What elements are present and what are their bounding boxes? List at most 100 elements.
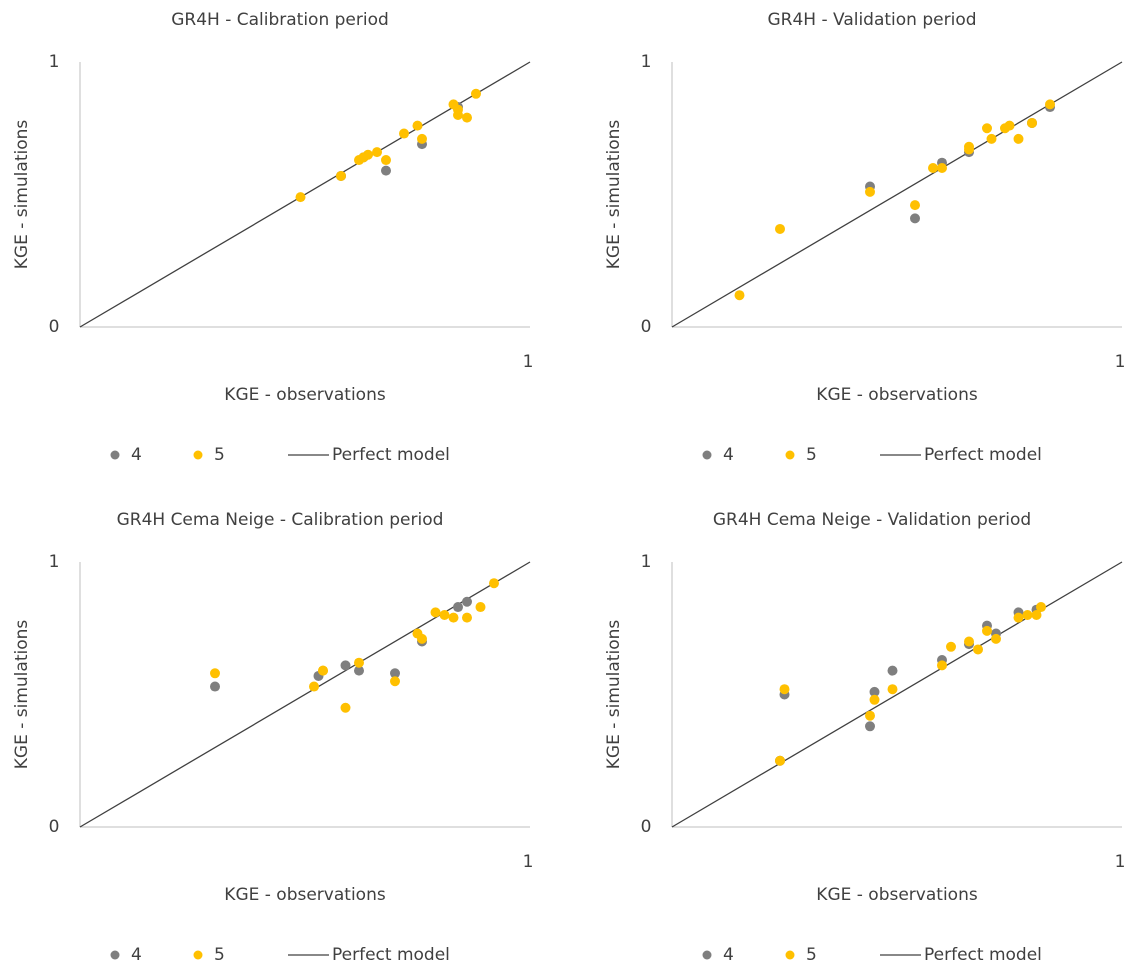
x-tick-label: 1 <box>1115 352 1126 372</box>
point <box>475 602 486 613</box>
legend-label: 5 <box>806 445 817 465</box>
point <box>210 681 220 692</box>
point <box>779 684 790 695</box>
legend-marker <box>110 950 120 960</box>
point <box>417 133 427 144</box>
point <box>390 676 400 687</box>
legend-marker <box>193 450 203 460</box>
point <box>928 163 938 173</box>
point <box>1013 133 1024 144</box>
point <box>439 610 450 620</box>
point <box>1013 612 1024 623</box>
point <box>775 755 785 766</box>
legend-label: Perfect model <box>924 445 1042 465</box>
point <box>412 120 423 131</box>
y-tick-label: 1 <box>641 552 652 572</box>
point <box>471 88 481 99</box>
point <box>986 133 997 144</box>
point <box>865 186 875 197</box>
x-tick-label: 1 <box>523 352 534 372</box>
point <box>865 721 875 732</box>
point <box>964 144 974 155</box>
point <box>937 163 947 173</box>
point <box>1036 602 1046 613</box>
legend-marker <box>702 450 712 460</box>
y-tick-label: 0 <box>641 317 652 337</box>
point <box>1045 99 1055 110</box>
chart-title: GR4H - Calibration period <box>171 10 389 30</box>
point <box>887 665 898 676</box>
point <box>489 578 499 589</box>
point <box>869 694 880 705</box>
y-tick-label: 1 <box>49 52 60 72</box>
x-axis-label: KGE - observations <box>816 385 978 405</box>
point <box>363 149 373 160</box>
point <box>887 684 898 695</box>
y-axis-label: KGE - simulations <box>12 620 32 770</box>
point <box>453 110 463 120</box>
x-axis-label: KGE - observations <box>816 885 978 905</box>
point <box>910 200 920 211</box>
y-axis-label: KGE - simulations <box>12 120 32 270</box>
point <box>417 633 427 644</box>
point <box>462 596 472 607</box>
legend-marker <box>785 450 795 460</box>
perfect-model-line <box>79 61 531 328</box>
point <box>869 686 880 697</box>
point <box>1004 120 1015 131</box>
legend-label: 4 <box>131 945 142 965</box>
y-axis-label: KGE - simulations <box>604 620 624 770</box>
point <box>354 657 364 668</box>
point <box>340 702 351 713</box>
perfect-model-line <box>671 61 1123 328</box>
point <box>381 155 391 166</box>
point <box>991 633 1001 644</box>
point <box>734 290 745 301</box>
point <box>1022 610 1033 620</box>
legend-label: 4 <box>131 445 142 465</box>
point <box>1031 610 1042 620</box>
y-tick-label: 0 <box>49 817 60 837</box>
chart-title: GR4H Cema Neige - Calibration period <box>117 510 444 530</box>
x-axis-label: KGE - observations <box>224 885 386 905</box>
x-tick-label: 1 <box>523 852 534 872</box>
legend-label: 5 <box>214 445 225 465</box>
point <box>462 112 472 123</box>
point <box>937 660 947 671</box>
point <box>462 612 472 623</box>
point <box>340 660 351 671</box>
point <box>399 128 409 139</box>
point <box>309 681 319 692</box>
point <box>982 625 992 636</box>
point <box>318 665 328 676</box>
point <box>336 170 346 181</box>
point <box>910 213 920 224</box>
point <box>390 668 400 679</box>
y-axis-label: KGE - simulations <box>604 120 624 270</box>
y-tick-label: 0 <box>49 317 60 337</box>
x-tick-label: 1 <box>1115 852 1126 872</box>
x-axis-label: KGE - observations <box>224 385 386 405</box>
legend-label: 4 <box>723 445 734 465</box>
point <box>982 123 992 134</box>
point <box>354 665 364 676</box>
point <box>295 192 306 203</box>
point <box>381 165 391 176</box>
legend-label: Perfect model <box>332 445 450 465</box>
y-tick-label: 1 <box>49 552 60 572</box>
legend-label: 5 <box>214 945 225 965</box>
point <box>775 223 785 234</box>
legend-marker <box>702 950 712 960</box>
legend-label: Perfect model <box>924 945 1042 965</box>
legend-label: 4 <box>723 945 734 965</box>
point <box>1027 117 1037 128</box>
legend-label: 5 <box>806 945 817 965</box>
legend-marker <box>785 950 795 960</box>
y-tick-label: 1 <box>641 52 652 72</box>
point <box>430 607 441 618</box>
legend-marker <box>193 950 203 960</box>
point <box>865 710 875 721</box>
chart-title: GR4H - Validation period <box>767 10 976 30</box>
point <box>973 644 983 655</box>
